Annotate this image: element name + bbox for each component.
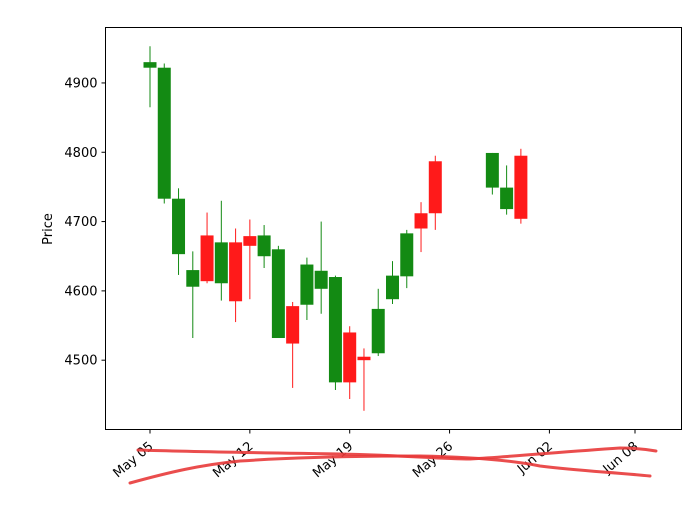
candle-body-up xyxy=(386,275,399,300)
y-tick-label: 4900 xyxy=(64,76,97,91)
candle-body-up xyxy=(186,270,200,287)
candle-body-up xyxy=(271,249,285,339)
candle-body-up xyxy=(328,277,342,383)
candle-body-down xyxy=(357,356,371,361)
candle-body-up xyxy=(143,62,157,68)
candle-body-up xyxy=(172,198,186,255)
candle-body-down xyxy=(243,236,257,246)
candle-body-up xyxy=(314,270,328,289)
candle-body-up xyxy=(214,242,228,284)
candle-body-up xyxy=(257,235,271,257)
y-axis: 4500 4600 4700 4800 4900 xyxy=(64,76,106,369)
candle-body-down xyxy=(343,332,357,383)
candle-body-down xyxy=(414,213,428,229)
candle-body-down xyxy=(514,155,528,219)
candle-body-down xyxy=(286,306,300,344)
candle-body-up xyxy=(400,233,414,277)
candle-body-up xyxy=(371,308,385,354)
plot-area-frame xyxy=(105,27,682,430)
y-axis-title: Price xyxy=(41,213,56,245)
candle-body-down xyxy=(428,161,442,214)
candle-body-up xyxy=(485,152,499,188)
candle-body-down xyxy=(200,235,214,282)
y-tick-label: 4500 xyxy=(64,354,97,369)
y-tick-label: 4800 xyxy=(64,146,97,161)
y-tick-label: 4700 xyxy=(64,215,97,230)
red-scribble-annotation xyxy=(128,446,658,485)
candles-layer xyxy=(143,46,528,411)
candle-body-up xyxy=(500,187,514,210)
candle-body-up xyxy=(300,264,314,305)
candle-body-up xyxy=(157,67,171,199)
y-tick-label: 4600 xyxy=(64,284,97,299)
candle-body-down xyxy=(229,242,243,302)
